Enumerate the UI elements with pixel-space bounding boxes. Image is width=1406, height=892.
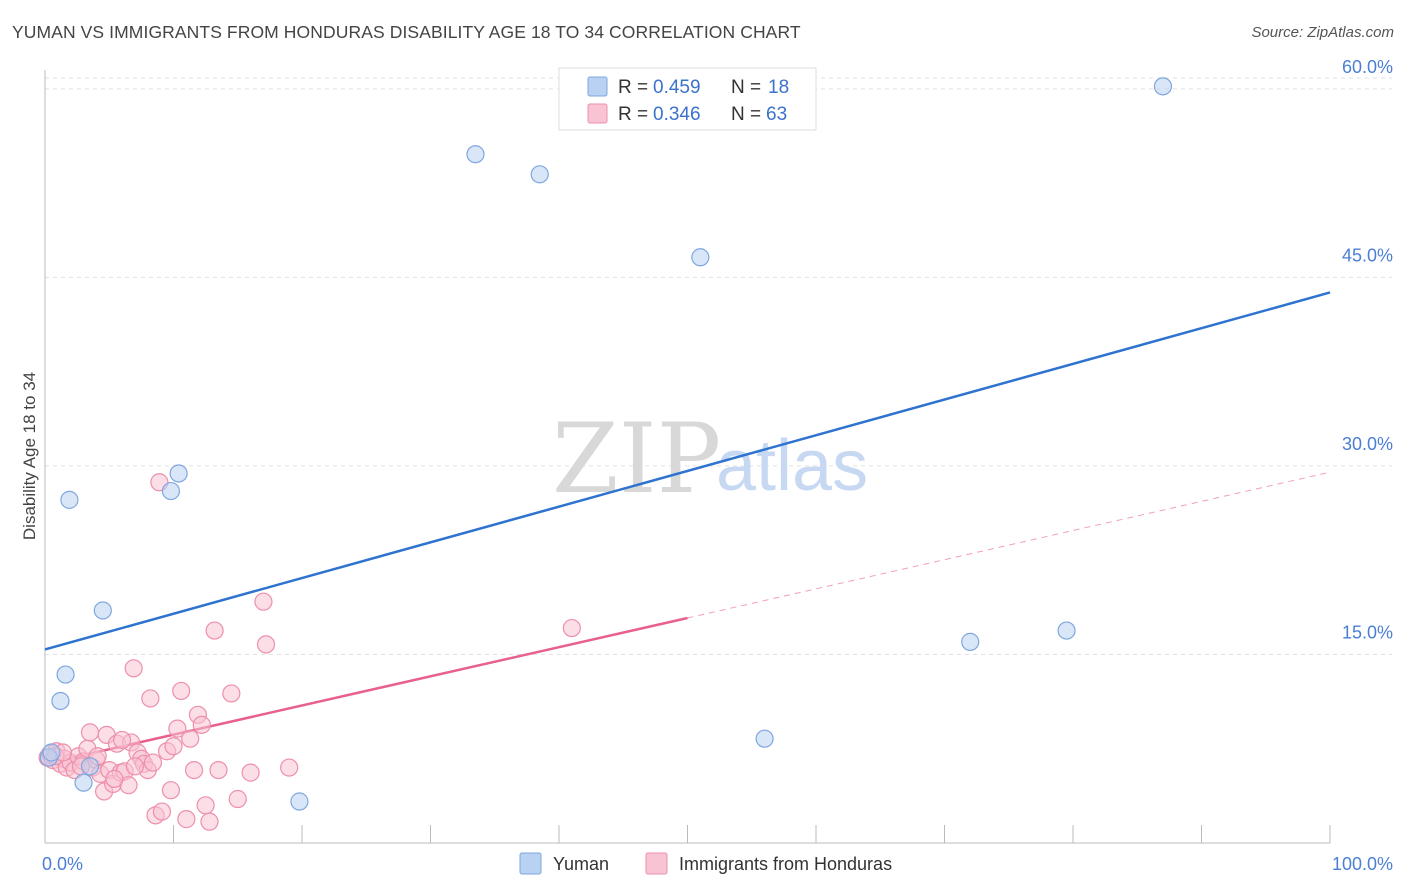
legend-swatch-yuman [587,76,608,97]
honduras-point-37 [168,719,187,738]
honduras-point-30 [141,689,160,708]
yuman-point-10 [290,792,309,811]
data-points [38,77,1173,831]
legend-r-label-2: R = [618,104,648,125]
honduras-point-48 [222,684,241,703]
axes [44,70,1331,844]
x-tick-label-0: 0.0% [42,854,83,874]
yuman-point-16 [1057,621,1076,640]
honduras-point-38 [172,681,191,701]
honduras-point-52 [256,635,276,654]
x-tick-labels: 0.0% 100.0% [42,854,1393,874]
yuman-point-1 [42,743,61,762]
honduras-point-34 [152,802,172,821]
legend-r-value-1: 0.459 [653,77,701,98]
yuman-point-12 [530,165,549,184]
honduras-point-60 [112,730,132,750]
honduras-point-53 [280,758,299,777]
trend-lines [44,291,1331,766]
yuman-point-4 [60,490,79,509]
legend-n-label-2: N = [731,104,761,125]
gridlines [45,77,1392,655]
yuman-point-6 [80,757,100,776]
honduras-point-25 [124,659,143,678]
yuman-point-8 [161,481,181,501]
yuman-point-7 [93,601,112,620]
bottom-legend: Yuman Immigrants from Honduras [519,852,892,875]
honduras-point-51 [254,592,273,611]
honduras-point-12 [80,723,100,742]
honduras-point-36 [161,781,181,800]
honduras-point-54 [562,618,581,638]
honduras-point-61 [125,757,145,776]
honduras-point-62 [164,737,183,756]
x-tick-label-1: 100.0% [1332,854,1393,874]
legend-n-value-2: 63 [766,104,787,125]
y-axis-label: Disability Age 18 to 34 [20,372,39,540]
bottom-legend-yuman: Yuman [553,854,609,874]
honduras-point-39 [177,810,196,829]
legend-r-label-1: R = [618,77,648,98]
yuman-point-2 [51,691,70,711]
honduras-point-49 [228,789,247,809]
honduras-point-31 [143,753,163,772]
honduras-point-59 [105,769,124,788]
honduras-point-47 [209,760,228,780]
y-tick-labels: 15.0% 30.0% 45.0% 60.0% [1342,57,1393,643]
watermark-atlas: atlas [716,426,868,506]
y-tick-label-2: 45.0% [1342,245,1393,265]
yuman-point-14 [755,729,774,748]
yuman-point-13 [691,248,710,267]
yuman-point-15 [961,632,980,651]
source-credit: Source: ZipAtlas.com [1251,24,1394,41]
honduras-point-44 [196,796,215,815]
bottom-legend-honduras: Immigrants from Honduras [679,854,892,874]
chart-title: YUMAN VS IMMIGRANTS FROM HONDURAS DISABI… [12,22,801,42]
yuman-point-11 [466,145,485,164]
honduras-point-46 [205,621,224,640]
y-tick-label-1: 30.0% [1342,434,1393,454]
honduras-point-40 [181,729,200,748]
yuman-point-5 [74,773,93,792]
legend-swatch-honduras [587,103,608,124]
yuman-point-3 [56,665,75,684]
bottom-legend-swatch-honduras [645,852,668,875]
bottom-legend-swatch-yuman [519,852,542,875]
legend-r-value-2: 0.346 [653,104,701,125]
watermark: ZIP atlas [552,403,868,515]
yuman-point-17 [1153,77,1173,96]
yuman-point-9 [169,464,188,483]
trend-line-0 [44,291,1331,651]
honduras-point-41 [184,760,204,780]
legend-n-value-1: 18 [768,77,789,98]
honduras-point-43 [192,715,211,734]
watermark-zip: ZIP [552,403,721,515]
honduras-point-50 [241,763,260,782]
y-tick-label-3: 60.0% [1342,57,1393,77]
y-tick-label-0: 15.0% [1342,622,1393,642]
legend-n-label-1: N = [731,77,761,98]
trend-line-1 [44,616,688,766]
honduras-point-45 [200,812,219,831]
legend: R = 0.459 N = 18 R = 0.346 N = 63 [558,67,817,131]
